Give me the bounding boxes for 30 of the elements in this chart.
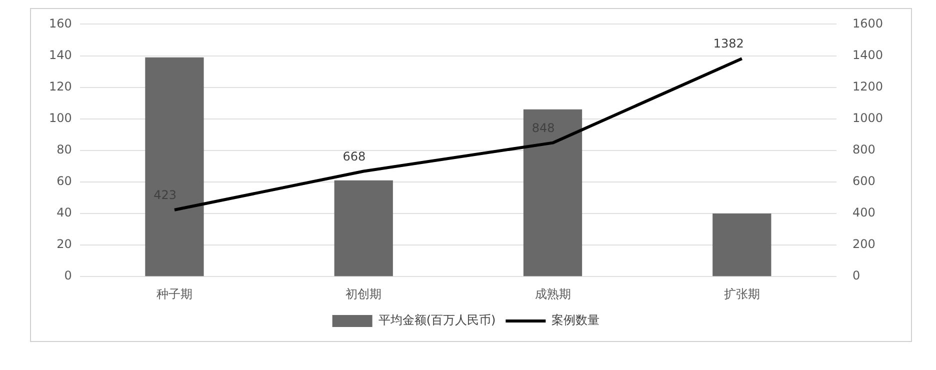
x-tick-label: 扩张期 — [724, 286, 760, 301]
y-tick-label: 100 — [49, 110, 72, 125]
y2-tick-label: 600 — [852, 174, 876, 188]
y-tick-label: 40 — [56, 206, 72, 220]
x-tick-label: 初创期 — [346, 286, 382, 301]
x-tick-label: 种子期 — [156, 286, 192, 301]
y-tick-label: 60 — [56, 174, 72, 188]
y-tick-label: 20 — [56, 237, 72, 252]
y2-tick-label: 0 — [852, 268, 860, 283]
y-tick-label: 0 — [64, 268, 72, 283]
data-label: 668 — [342, 149, 366, 164]
y2-tick-label: 1200 — [852, 79, 884, 94]
bar — [145, 57, 204, 276]
y2-tick-label: 400 — [852, 206, 876, 220]
data-label: 1382 — [713, 36, 744, 51]
bar — [523, 109, 582, 276]
x-tick-label: 成熟期 — [534, 286, 571, 301]
bar — [334, 180, 393, 276]
y2-tick-label: 800 — [852, 142, 876, 157]
legend-label: 案例数量 — [552, 313, 600, 328]
y-tick-label: 140 — [49, 48, 72, 62]
y2-tick-label: 1000 — [852, 110, 884, 125]
y2-tick-label: 200 — [852, 237, 876, 252]
bar — [712, 214, 772, 276]
y2-tick-label: 1600 — [852, 16, 884, 30]
y-tick-label: 80 — [56, 142, 72, 157]
y-tick-label: 160 — [49, 16, 72, 30]
legend-label: 平均金额(百万人民币) — [378, 313, 496, 328]
y2-tick-label: 1400 — [852, 48, 884, 62]
y-tick-label: 120 — [49, 79, 72, 94]
